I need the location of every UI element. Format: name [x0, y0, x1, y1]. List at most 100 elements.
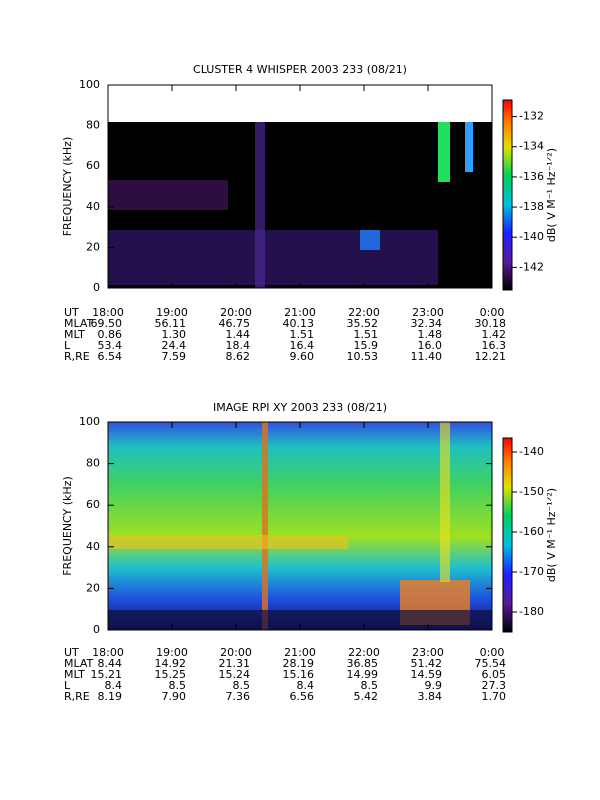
colorbar-tick-label: -170: [519, 565, 544, 578]
x-tick-label: 18:00: [92, 646, 124, 659]
ephemeris-value: 16.4: [290, 339, 315, 352]
colorbar-tick-label: -160: [519, 525, 544, 538]
y-tick-label: 60: [86, 159, 100, 172]
ephemeris-label: L: [64, 679, 71, 692]
ephemeris-value: 12.21: [475, 350, 507, 363]
colorbar-tick-label: -140: [519, 230, 544, 243]
ephemeris-label: L: [64, 339, 71, 352]
ephemeris-value: 27.3: [482, 679, 507, 692]
ephemeris-value: 51.42: [411, 657, 443, 670]
y-axis-label: FREQUENCY (kHz): [61, 137, 74, 237]
colorbar-tick-label: -134: [519, 140, 544, 153]
ephemeris-value: 7.59: [162, 350, 187, 363]
x-tick-label: 19:00: [156, 646, 188, 659]
ephemeris-label: MLT: [64, 328, 85, 341]
ephemeris-value: 15.16: [283, 668, 315, 681]
x-tick-label: 20:00: [220, 646, 252, 659]
ephemeris-value: 8.4: [297, 679, 315, 692]
colorbar-tick-label: -150: [519, 485, 544, 498]
ephemeris-value: 11.40: [411, 350, 443, 363]
ephemeris-value: 8.5: [361, 679, 379, 692]
x-tick-label: 23:00: [412, 646, 444, 659]
ephemeris-value: 75.54: [475, 657, 507, 670]
ephemeris-value: 5.42: [354, 690, 379, 703]
ephemeris-value: 28.19: [283, 657, 315, 670]
y-tick-label: 40: [86, 200, 100, 213]
ephemeris-value: 15.21: [91, 668, 123, 681]
x-tick-label: 0:00: [480, 646, 505, 659]
x-tick-label: 18:00: [92, 306, 124, 319]
x-tick-label: 23:00: [412, 306, 444, 319]
colorbar-tick-label: -142: [519, 260, 544, 273]
y-tick-label: 0: [93, 281, 100, 294]
ephemeris-value: 14.99: [347, 668, 379, 681]
colorbar-tick-label: -132: [519, 110, 544, 123]
y-tick-label: 0: [93, 623, 100, 636]
y-tick-label: 100: [79, 78, 100, 91]
colorbar-tick-label: -180: [519, 605, 544, 618]
ephemeris-value: 36.85: [347, 657, 379, 670]
y-tick-label: 20: [86, 240, 100, 253]
ephemeris-value: 1.70: [482, 690, 507, 703]
ephemeris-value: 1.51: [290, 328, 315, 341]
ephemeris-value: 8.5: [233, 679, 251, 692]
ephemeris-value: 35.52: [347, 317, 379, 330]
ephemeris-label: MLT: [64, 668, 85, 681]
ephemeris-value: 10.53: [347, 350, 379, 363]
ephemeris-value: 15.25: [155, 668, 187, 681]
ephemeris-value: 6.56: [290, 690, 315, 703]
colorbar-frame: [502, 99, 513, 291]
ephemeris-value: 8.19: [98, 690, 123, 703]
colorbar-tick-label: -140: [519, 445, 544, 458]
ephemeris-label: R,RE: [64, 690, 90, 703]
ephemeris-value: 8.44: [98, 657, 123, 670]
ephemeris-value: 1.42: [482, 328, 507, 341]
ephemeris-value: 0.86: [98, 328, 123, 341]
y-tick-label: 100: [79, 415, 100, 428]
x-tick-label: 20:00: [220, 306, 252, 319]
colorbar-tick-label: -138: [519, 200, 544, 213]
x-tick-label: 21:00: [284, 306, 316, 319]
colorbar: [503, 100, 512, 290]
spectrogram-image: [108, 122, 492, 630]
x-tick-label: 22:00: [348, 306, 380, 319]
y-tick-label: 20: [86, 581, 100, 594]
colorbar-label: dB( V M⁻¹ Hz⁻¹ᐟ²): [545, 488, 558, 582]
colorbar-frame: [502, 437, 513, 633]
ephemeris-value: 14.92: [155, 657, 187, 670]
ephemeris-value: 30.18: [475, 317, 507, 330]
ephemeris-value: 7.90: [162, 690, 187, 703]
ephemeris-value: 14.59: [411, 668, 443, 681]
colorbar-tick-label: -136: [519, 170, 544, 183]
ephemeris-value: 53.4: [98, 339, 123, 352]
ephemeris-value: 24.4: [162, 339, 187, 352]
ephemeris-value: 21.31: [219, 657, 251, 670]
chart-title: IMAGE RPI XY 2003 233 (08/21): [213, 401, 387, 414]
x-axis-label: UT: [64, 306, 79, 319]
ephemeris-value: 7.36: [226, 690, 251, 703]
ephemeris-value: 15.24: [219, 668, 251, 681]
y-tick-label: 60: [86, 498, 100, 511]
ephemeris-value: 6.54: [98, 350, 123, 363]
ephemeris-value: 69.50: [91, 317, 123, 330]
colorbar: [503, 438, 512, 632]
y-tick-label: 40: [86, 540, 100, 553]
x-tick-label: 19:00: [156, 306, 188, 319]
ephemeris-value: 8.5: [169, 679, 187, 692]
ephemeris-value: 9.60: [290, 350, 315, 363]
y-axis-label: FREQUENCY (kHz): [61, 476, 74, 576]
ephemeris-value: 56.11: [155, 317, 187, 330]
ephemeris-value: 8.4: [105, 679, 123, 692]
ephemeris-value: 46.75: [219, 317, 251, 330]
ephemeris-value: 32.34: [411, 317, 443, 330]
ephemeris-label: MLAT: [64, 657, 94, 670]
x-tick-label: 22:00: [348, 646, 380, 659]
ephemeris-value: 1.48: [418, 328, 443, 341]
ephemeris-label: MLAT: [64, 317, 94, 330]
ephemeris-value: 18.4: [226, 339, 251, 352]
ephemeris-value: 8.62: [226, 350, 251, 363]
ephemeris-value: 3.84: [418, 690, 443, 703]
colorbar-label: dB( V M⁻¹ Hz⁻¹ᐟ²): [545, 148, 558, 242]
ephemeris-value: 16.0: [418, 339, 443, 352]
